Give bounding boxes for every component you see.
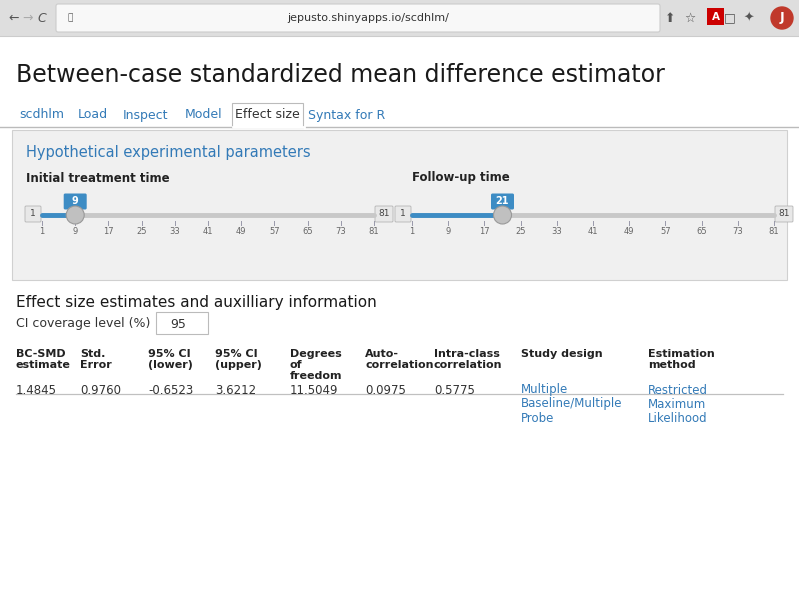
Text: -0.6523: -0.6523 — [148, 383, 193, 396]
Text: ←: ← — [9, 12, 19, 25]
Text: 9: 9 — [73, 227, 78, 237]
Text: 33: 33 — [169, 227, 181, 237]
Text: jepusto.shinyapps.io/scdhlm/: jepusto.shinyapps.io/scdhlm/ — [287, 13, 449, 23]
Text: 73: 73 — [733, 227, 743, 237]
Text: Auto-: Auto- — [365, 349, 399, 359]
Text: Multiple: Multiple — [521, 383, 568, 396]
Text: 9: 9 — [446, 227, 451, 237]
Text: 41: 41 — [203, 227, 213, 237]
Text: 81: 81 — [769, 227, 779, 237]
Text: J: J — [780, 12, 785, 25]
Text: 11.5049: 11.5049 — [290, 383, 339, 396]
Text: 65: 65 — [302, 227, 313, 237]
Text: Load: Load — [78, 108, 108, 121]
Text: Initial treatment time: Initial treatment time — [26, 171, 169, 184]
FancyBboxPatch shape — [56, 4, 660, 32]
FancyBboxPatch shape — [375, 206, 393, 222]
Text: 95: 95 — [170, 317, 186, 330]
Text: 0.0975: 0.0975 — [365, 383, 406, 396]
Text: Std.: Std. — [80, 349, 105, 359]
Text: A: A — [711, 12, 720, 22]
Text: 1: 1 — [400, 210, 406, 219]
Text: freedom: freedom — [290, 371, 343, 381]
Text: ☆: ☆ — [685, 12, 696, 25]
Text: 0.5775: 0.5775 — [434, 383, 475, 396]
FancyBboxPatch shape — [395, 206, 411, 222]
Text: 95% CI: 95% CI — [148, 349, 191, 359]
Text: 1: 1 — [30, 210, 36, 219]
Circle shape — [771, 7, 793, 29]
Text: 3.6212: 3.6212 — [215, 383, 256, 396]
Text: 81: 81 — [368, 227, 380, 237]
Text: 21: 21 — [495, 197, 509, 207]
Text: Effect size: Effect size — [235, 108, 300, 121]
Text: 25: 25 — [515, 227, 526, 237]
FancyBboxPatch shape — [25, 206, 41, 222]
FancyBboxPatch shape — [12, 130, 787, 280]
Text: 57: 57 — [660, 227, 670, 237]
Text: Hypothetical experimental parameters: Hypothetical experimental parameters — [26, 144, 311, 160]
Text: correlation: correlation — [365, 360, 434, 370]
Text: Syntax for R: Syntax for R — [308, 108, 386, 121]
Text: Inspect: Inspect — [123, 108, 169, 121]
Circle shape — [494, 206, 511, 224]
Text: Probe: Probe — [521, 412, 555, 425]
Text: 95% CI: 95% CI — [215, 349, 257, 359]
Text: ⬆: ⬆ — [665, 12, 675, 25]
Text: Maximum: Maximum — [648, 398, 706, 411]
Text: Between-case standardized mean difference estimator: Between-case standardized mean differenc… — [16, 63, 665, 87]
Text: 81: 81 — [378, 210, 390, 219]
FancyBboxPatch shape — [64, 194, 87, 210]
Text: (upper): (upper) — [215, 360, 262, 370]
Text: 1: 1 — [39, 227, 45, 237]
Bar — [0, 0, 799, 36]
Text: Intra-class: Intra-class — [434, 349, 500, 359]
Text: Follow-up time: Follow-up time — [412, 171, 510, 184]
FancyBboxPatch shape — [232, 103, 303, 128]
Text: 41: 41 — [588, 227, 598, 237]
Text: Effect size estimates and auxilliary information: Effect size estimates and auxilliary inf… — [16, 294, 377, 309]
Text: 17: 17 — [479, 227, 490, 237]
Text: 9: 9 — [72, 197, 78, 207]
Text: Baseline/Multiple: Baseline/Multiple — [521, 398, 622, 411]
Text: □: □ — [724, 12, 736, 25]
Text: Degrees: Degrees — [290, 349, 342, 359]
FancyBboxPatch shape — [156, 312, 208, 334]
Text: 49: 49 — [624, 227, 634, 237]
Text: 81: 81 — [778, 210, 789, 219]
Text: (lower): (lower) — [148, 360, 193, 370]
Text: 1: 1 — [409, 227, 415, 237]
Text: estimate: estimate — [16, 360, 71, 370]
Text: correlation: correlation — [434, 360, 503, 370]
Text: 1.4845: 1.4845 — [16, 383, 57, 396]
Text: BC-SMD: BC-SMD — [16, 349, 66, 359]
Text: 65: 65 — [696, 227, 707, 237]
Text: 🔒: 🔒 — [67, 14, 73, 22]
Text: scdhlm: scdhlm — [19, 108, 65, 121]
Text: 25: 25 — [137, 227, 147, 237]
Text: Study design: Study design — [521, 349, 602, 359]
Text: Model: Model — [185, 108, 223, 121]
Text: ✦: ✦ — [744, 12, 754, 25]
Text: →: → — [22, 12, 34, 25]
Text: Error: Error — [80, 360, 112, 370]
Text: 49: 49 — [236, 227, 246, 237]
Text: Likelihood: Likelihood — [648, 412, 708, 425]
Text: 57: 57 — [269, 227, 280, 237]
Bar — [707, 8, 724, 25]
Text: 73: 73 — [336, 227, 346, 237]
Text: C: C — [38, 12, 46, 25]
FancyBboxPatch shape — [491, 194, 514, 210]
Text: CI coverage level (%): CI coverage level (%) — [16, 317, 150, 330]
Text: Estimation: Estimation — [648, 349, 715, 359]
Text: 0.9760: 0.9760 — [80, 383, 121, 396]
Circle shape — [66, 206, 84, 224]
Text: of: of — [290, 360, 303, 370]
Text: 17: 17 — [103, 227, 113, 237]
FancyBboxPatch shape — [775, 206, 793, 222]
Text: method: method — [648, 360, 696, 370]
Text: Restricted: Restricted — [648, 383, 708, 396]
Text: 33: 33 — [551, 227, 562, 237]
